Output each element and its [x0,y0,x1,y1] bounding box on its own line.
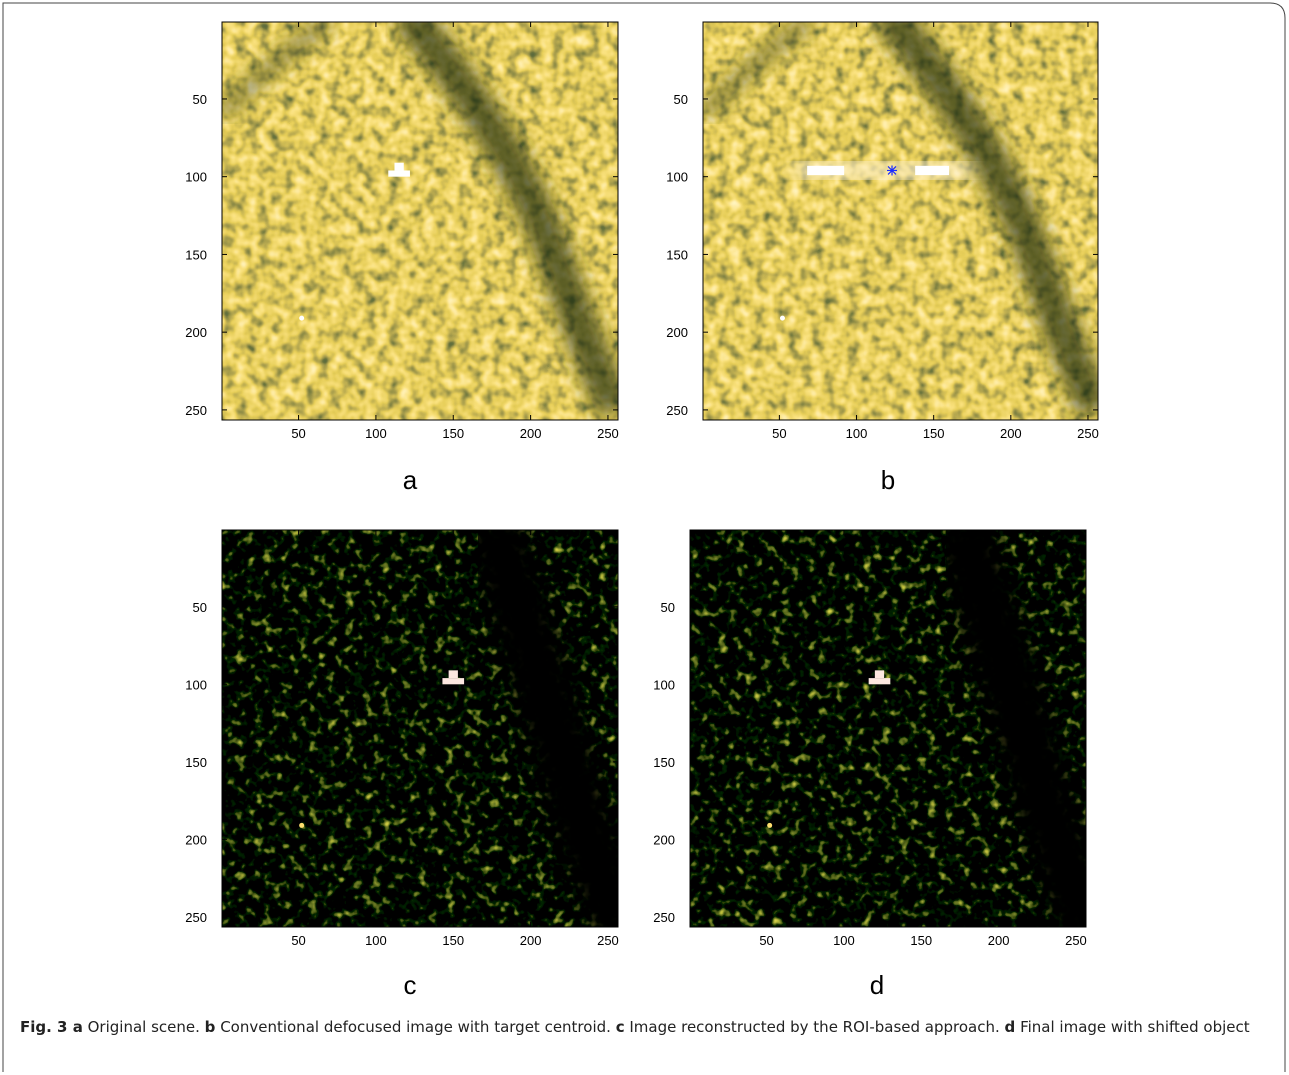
caption-text: Image reconstructed by the ROI-based app… [629,1018,1000,1036]
panel-label: b [881,465,895,495]
y-tick-label: 150 [185,247,207,262]
dark-band [222,22,334,121]
x-tick-label: 200 [520,933,542,948]
x-tick-label: 250 [597,426,619,441]
target [394,162,404,171]
y-tick-label: 250 [666,403,688,418]
y-tick-label: 100 [666,170,688,185]
y-tick-label: 200 [653,832,675,847]
x-tick-label: 100 [365,933,387,948]
caption-label: d [1004,1018,1016,1036]
axes-frame [221,21,619,421]
x-tick-label: 200 [1000,426,1022,441]
dark-band [931,530,1086,927]
image-panel [703,22,1098,420]
y-tick-label: 250 [185,403,207,418]
x-tick-label: 150 [442,933,464,948]
bright-spot [299,822,305,828]
y-tick-label: 200 [185,832,207,847]
bright-spot [299,315,305,321]
caption-text: Final image with shifted object [1020,1018,1250,1036]
x-tick-label: 150 [910,933,932,948]
x-tick-label: 100 [833,933,855,948]
panel-label: c [404,970,417,1000]
target [448,670,458,679]
y-tick-label: 50 [193,600,207,615]
axes-frame [689,529,1087,928]
y-tick-label: 150 [653,755,675,770]
y-tick-label: 100 [653,677,675,692]
y-tick-label: 200 [185,325,207,340]
y-tick-label: 250 [185,910,207,925]
target [874,670,885,679]
image-panel [222,530,618,927]
axes-frame [221,529,619,928]
y-tick-label: 250 [653,910,675,925]
x-tick-label: 50 [291,426,305,441]
centroid-marker [887,166,897,175]
x-tick-label: 250 [1077,426,1099,441]
target [442,678,465,685]
y-tick-label: 50 [674,92,688,107]
x-tick-label: 200 [520,426,542,441]
caption-label: b [204,1018,216,1036]
axes-frame [702,21,1099,421]
dark-band [392,22,618,418]
bright-spot [779,315,785,321]
panel-label: a [403,465,418,495]
y-tick-label: 150 [185,755,207,770]
bright-spot [767,822,773,828]
image-panel [690,530,1086,927]
caption-label: c [615,1018,625,1036]
x-tick-label: 250 [1065,933,1087,948]
y-tick-label: 150 [666,247,688,262]
smear [807,165,845,176]
y-tick-label: 100 [185,170,207,185]
y-tick-label: 50 [661,600,675,615]
x-tick-label: 50 [759,933,773,948]
target [388,170,410,177]
caption-text: Conventional defocused image with target… [220,1018,611,1036]
image-panel [222,22,618,420]
dark-band [873,22,1098,418]
dark-band [703,22,815,121]
caption: Fig. 3 a Original scene. b Conventional … [20,1016,1260,1038]
caption-text: Original scene. [87,1018,200,1036]
x-tick-label: 50 [772,426,786,441]
caption-label: Fig. 3 a [20,1018,83,1036]
smear [915,165,950,176]
x-tick-label: 250 [597,933,619,948]
x-tick-label: 200 [988,933,1010,948]
x-tick-label: 150 [923,426,945,441]
target [868,678,891,685]
x-tick-label: 150 [442,426,464,441]
x-tick-label: 100 [846,426,868,441]
y-tick-label: 50 [193,92,207,107]
y-tick-label: 200 [666,325,688,340]
panel-label: d [870,970,884,1000]
dark-band [463,530,618,927]
x-tick-label: 100 [365,426,387,441]
x-tick-label: 50 [291,933,305,948]
y-tick-label: 100 [185,677,207,692]
